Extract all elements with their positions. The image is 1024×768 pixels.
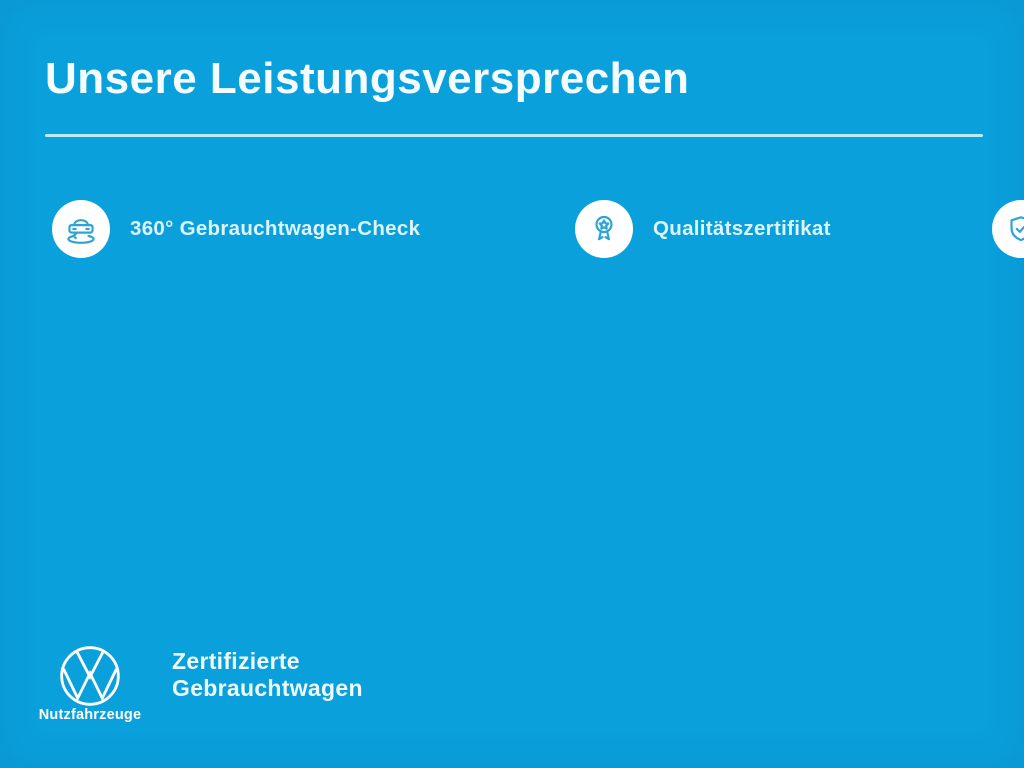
program-title: Zertifizierte Gebrauchtwagen — [172, 648, 363, 702]
promise-grid: 360° Gebrauchtwagen-Check Qualitätszerti… — [52, 190, 1024, 580]
page-title: Unsere Leistungsversprechen — [45, 54, 690, 103]
promise-label: Qualitätszertifikat — [653, 217, 831, 240]
vw-logo — [56, 642, 124, 710]
shield-check-icon — [992, 200, 1024, 258]
list-item: Gebrauchtwagengarantie — [992, 190, 1024, 268]
list-item: Qualitätszertifikat — [575, 190, 992, 268]
list-item: 360° Gebrauchtwagen-Check — [52, 190, 575, 268]
program-line-1: Zertifizierte — [172, 648, 300, 674]
brand-label: Nutzfahrzeuge — [38, 707, 142, 723]
title-divider — [45, 134, 983, 137]
car-360-icon — [52, 200, 110, 258]
certificate-medal-icon — [575, 200, 633, 258]
program-line-2: Gebrauchtwagen — [172, 675, 363, 701]
promise-label: 360° Gebrauchtwagen-Check — [130, 217, 421, 240]
